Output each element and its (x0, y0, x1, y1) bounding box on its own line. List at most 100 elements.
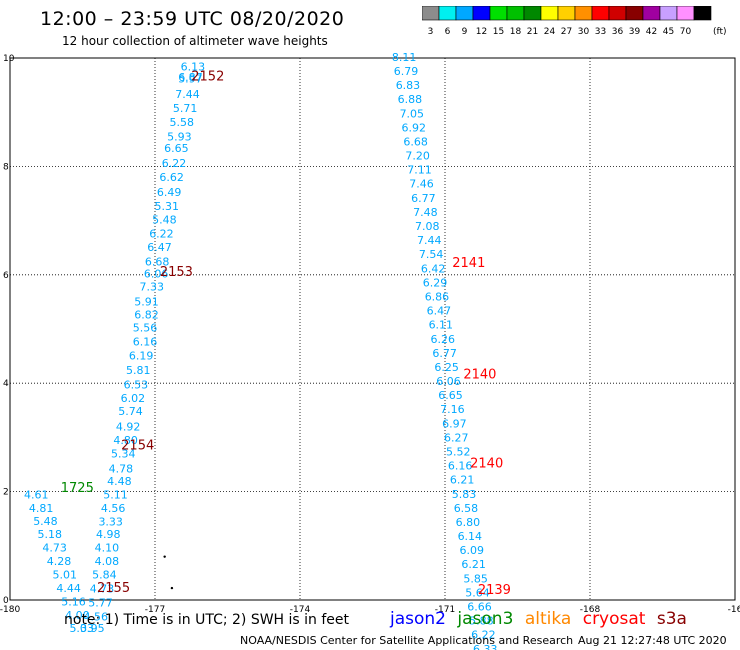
wave-height-label: 6.83 (396, 79, 421, 92)
scale-label: 3 (428, 27, 434, 37)
wave-height-label: 4.10 (95, 541, 120, 554)
wave-height-label: 6.13 (181, 61, 206, 74)
wave-height-label: 5.01 (53, 569, 78, 582)
scale-label: 36 (612, 27, 624, 37)
wave-height-label: 5.77 (88, 597, 113, 610)
y-tick-label: 4 (3, 379, 9, 389)
y-tick-label: 6 (3, 271, 9, 281)
wave-height-label: 6.19 (129, 350, 154, 363)
y-tick-label: 2 (3, 488, 9, 498)
wave-height-label: 4.44 (56, 582, 81, 595)
wave-height-label: 6.79 (394, 65, 419, 78)
wave-height-label: 6.77 (432, 347, 457, 360)
wave-height-label: 8.11 (392, 51, 417, 64)
y-tick-label: 10 (3, 54, 15, 64)
wave-height-label: 6.47 (427, 305, 452, 318)
scale-label: 42 (646, 27, 657, 37)
wave-height-label: 6.77 (411, 192, 436, 205)
wave-height-label: 4.56 (101, 502, 126, 515)
wave-height-label: 4.98 (96, 528, 121, 541)
wave-height-label: 6.97 (442, 417, 467, 430)
x-tick-label: -171 (435, 605, 455, 615)
wave-height-label: 6.21 (461, 558, 486, 571)
y-tick-label: 8 (3, 162, 9, 172)
x-tick-label: -168 (580, 605, 601, 615)
wave-height-label: 5.84 (92, 569, 117, 582)
wave-height-label: 5.48 (33, 515, 58, 528)
wave-height-label: 6.87 (178, 71, 203, 84)
wave-height-label: 5.18 (38, 528, 63, 541)
wave-height-label: 7.08 (415, 220, 440, 233)
wave-height-label: 4.61 (24, 488, 49, 501)
wave-height-label: 3.33 (98, 515, 123, 528)
wave-height-label: 7.05 (400, 107, 425, 120)
wave-height-label: 4.78 (109, 462, 134, 475)
wave-height-label: 6.65 (164, 142, 189, 155)
plot-frame (9, 57, 736, 601)
wave-height-label: 5.97 (178, 73, 203, 86)
wave-height-label: 4.56 (83, 610, 108, 623)
legend-cryosat: cryosat (582, 609, 646, 629)
wave-height-label: 4.48 (107, 475, 131, 488)
wave-height-label: 6.22 (471, 629, 496, 642)
wave-height-label: 6.82 (134, 308, 159, 321)
wave-height-label: 5.34 (111, 448, 135, 461)
wave-height-label: 7.16 (440, 403, 465, 416)
wave-height-label: 6.47 (147, 241, 172, 254)
wave-height-label: 6.68 (403, 135, 428, 148)
wave-height-label: 5.83 (452, 488, 477, 501)
wave-height-label: 5.71 (173, 102, 198, 115)
scale-swatch (693, 6, 712, 21)
scale-label: 9 (462, 27, 468, 37)
wave-height-label: 5.81 (126, 364, 151, 377)
legend-jason2: jason2 (390, 609, 446, 629)
wave-height-label: 5.03 (69, 622, 94, 635)
time-label: 2141 (452, 256, 485, 271)
wave-height-label: 5.56 (133, 321, 158, 334)
x-tick-label: -174 (290, 605, 311, 615)
wave-height-label: 6.65 (438, 389, 463, 402)
generated-timestamp: Aug 21 12:27:48 UTC 2020 (578, 634, 727, 647)
wave-height-label: 6.26 (431, 333, 456, 346)
scale-label: 27 (561, 27, 572, 37)
wave-height-label: 6.92 (402, 121, 427, 134)
legend-jason3: jason3 (457, 609, 514, 629)
scale-label: 6 (445, 27, 451, 37)
wave-height-label: 6.66 (467, 601, 492, 614)
legend-s3a: s3a (656, 609, 687, 629)
wave-height-label: 4.80 (113, 434, 138, 447)
wave-height-label: 6.11 (429, 319, 454, 332)
x-tick-label: -177 (145, 605, 165, 615)
wave-height-label: 6.68 (145, 255, 170, 268)
wave-height-label: 6.27 (444, 431, 469, 444)
wave-height-label: 7.44 (175, 88, 200, 101)
wave-height-label: 6.49 (157, 186, 182, 199)
time-label: 2139 (478, 583, 511, 598)
y-tick-label: 0 (3, 596, 9, 606)
data-dot (170, 586, 174, 590)
wave-height-label: 4.28 (47, 555, 72, 568)
scale-unit: (ft) (713, 27, 727, 37)
scale-label: 30 (578, 27, 590, 37)
wave-height-label: 6.21 (450, 474, 475, 487)
wave-height-label: 5.88 (469, 615, 494, 628)
wave-height-label: 4.92 (116, 421, 141, 434)
wave-height-label: 6.02 (121, 392, 146, 405)
wave-height-label: 4.81 (29, 502, 53, 515)
x-tick-label: -16 (728, 605, 740, 615)
wave-height-label: 6.22 (162, 157, 187, 170)
wave-height-label: 5.11 (103, 488, 128, 501)
scale-label: 21 (527, 27, 538, 37)
color-scale: 3 6 9 12 15 18 21 24 27 30 33 36 39 42 45 70 (ft) (422, 6, 727, 37)
time-label: 1725 (61, 481, 94, 496)
wave-height-label: 5.48 (152, 214, 177, 227)
wave-height-label: 7.48 (413, 206, 438, 219)
wave-height-label: 5.91 (134, 295, 159, 308)
x-tick-label: -180 (0, 605, 20, 615)
wave-height-label: 5.31 (155, 200, 180, 213)
time-label: 2152 (191, 69, 224, 84)
wave-height-label: 5.58 (170, 116, 195, 129)
wave-height-label: 6.88 (398, 93, 423, 106)
wave-height-label: 5.93 (167, 131, 192, 144)
